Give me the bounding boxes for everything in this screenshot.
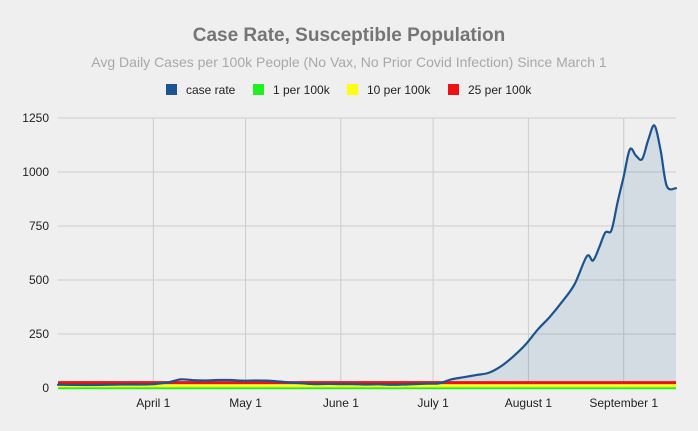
line-layer (56, 124, 678, 387)
x-tick-label: August 1 (505, 396, 553, 410)
legend: case rate 1 per 100k 10 per 100k 25 per … (166, 83, 532, 97)
x-tick-label: June 1 (323, 396, 359, 410)
x-tick-label: September 1 (589, 396, 658, 410)
area-layer (58, 125, 676, 389)
y-tick-label: 1000 (22, 165, 49, 179)
chart-subtitle: Avg Daily Cases per 100k People (No Vax,… (91, 54, 607, 70)
x-tick-label: April 1 (136, 396, 170, 410)
y-tick-label: 500 (29, 273, 49, 287)
legend-swatch-10-per-100k (347, 84, 358, 95)
y-tick-label: 0 (42, 381, 49, 395)
x-axis-labels: April 1 May 1 June 1 July 1 August 1 Septembe… (136, 396, 658, 410)
case-rate-area (58, 125, 676, 389)
legend-swatch-case-rate (166, 84, 177, 95)
legend-label-1-per-100k: 1 per 100k (273, 83, 331, 97)
y-axis-labels: 0 250 500 750 1000 1250 (22, 111, 49, 395)
legend-label-25-per-100k: 25 per 100k (468, 83, 532, 97)
case-rate-line (56, 124, 678, 387)
y-tick-label: 750 (29, 219, 49, 233)
chart-title: Case Rate, Susceptible Population (193, 25, 506, 46)
legend-swatch-1-per-100k (253, 84, 264, 95)
y-tick-label: 250 (29, 327, 49, 341)
legend-swatch-25-per-100k (448, 84, 459, 95)
legend-label-case-rate: case rate (186, 83, 236, 97)
x-tick-label: July 1 (417, 396, 449, 410)
y-tick-label: 1250 (22, 111, 49, 125)
x-tick-label: May 1 (229, 396, 262, 410)
legend-label-10-per-100k: 10 per 100k (367, 83, 431, 97)
